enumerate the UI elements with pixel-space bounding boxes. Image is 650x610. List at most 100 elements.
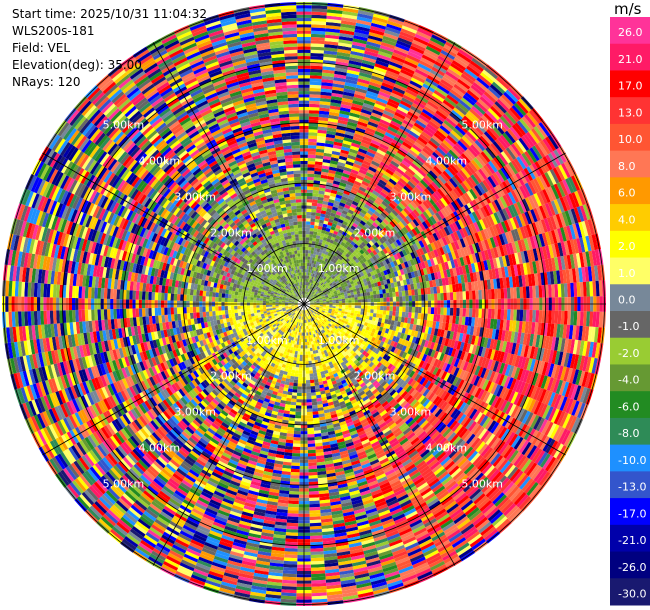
velocity-gate [313,250,317,255]
velocity-gate [381,82,395,90]
velocity-gate [363,231,370,238]
velocity-gate [336,232,342,237]
velocity-gate [307,272,310,276]
velocity-gate [307,170,315,175]
velocity-gate [341,298,346,302]
velocity-gate [399,31,415,40]
velocity-gate [385,104,398,112]
velocity-gate [322,223,328,228]
velocity-gate [344,204,351,210]
velocity-gate [316,258,320,263]
velocity-gate [317,129,327,134]
velocity-gate [309,259,313,264]
velocity-gate [340,199,347,205]
velocity-gate [309,282,312,287]
velocity-gate [334,256,339,262]
velocity-gate [336,125,347,131]
velocity-gate [395,291,400,297]
velocity-gate [342,7,359,14]
velocity-gate [328,198,335,204]
velocity-gate [357,293,361,297]
velocity-gate [416,155,426,164]
velocity-gate [430,95,443,105]
velocity-gate [324,214,331,219]
velocity-gate [374,130,385,138]
velocity-gate [319,104,331,109]
velocity-gate [379,289,383,295]
velocity-gate [315,215,321,220]
velocity-gate [312,237,317,242]
velocity-gate [390,92,403,101]
velocity-gate [335,171,343,176]
velocity-gate [361,180,370,187]
velocity-gate [414,289,419,296]
velocity-gate [333,77,346,83]
velocity-gate [318,252,323,257]
velocity-gate [466,89,480,101]
velocity-gate [411,306,416,313]
velocity-gate [341,175,349,182]
velocity-gate [349,248,355,254]
velocity-gate [345,201,352,207]
velocity-gate [343,88,356,94]
velocity-gate [401,311,406,318]
velocity-gate [382,293,387,298]
velocity-gate [408,130,420,139]
velocity-gate [364,154,374,161]
velocity-gate [314,274,318,279]
velocity-gate [332,203,340,209]
velocity-gate [354,310,358,314]
velocity-gate [348,60,362,66]
velocity-gate [345,215,352,221]
velocity-gate [306,285,309,289]
velocity-gate [465,308,470,317]
velocity-gate [402,141,413,150]
velocity-gate [358,211,366,218]
velocity-gate [306,221,311,225]
velocity-gate [337,48,351,54]
velocity-gate [326,304,330,306]
velocity-gate [462,94,476,106]
velocity-gate [377,146,388,154]
velocity-gate [331,89,344,95]
velocity-gate [352,99,364,106]
velocity-gate [327,201,334,207]
velocity-gate [429,37,446,47]
velocity-gate [309,231,314,235]
velocity-gate [426,123,438,133]
velocity-gate [342,220,348,226]
velocity-gate [449,89,463,100]
velocity-gate [333,217,340,222]
velocity-gate [324,44,339,49]
velocity-gate [306,215,311,219]
velocity-gate [342,193,350,199]
velocity-gate [365,93,378,101]
velocity-gate [311,11,327,16]
velocity-gate [389,58,404,67]
velocity-gate [309,91,321,95]
velocity-gate [414,306,419,313]
velocity-gate [439,104,452,115]
velocity-gate [525,286,530,299]
velocity-gate [418,294,422,301]
velocity-gate [422,128,434,138]
velocity-gate [310,266,313,270]
velocity-gate [349,206,356,212]
velocity-gate [385,195,393,203]
velocity-gate [326,9,343,15]
velocity-gate [340,26,355,33]
velocity-gate [361,62,375,70]
velocity-gate [372,221,379,228]
velocity-gate [349,172,358,178]
velocity-gate [305,291,307,295]
velocity-gate [428,120,440,130]
velocity-gate [366,124,377,131]
velocity-gate [382,35,398,44]
velocity-gate [416,116,429,126]
velocity-gate [408,295,413,302]
velocity-gate [424,48,439,59]
velocity-gate [446,94,459,105]
velocity-gate [398,146,409,155]
velocity-gate [323,276,327,280]
